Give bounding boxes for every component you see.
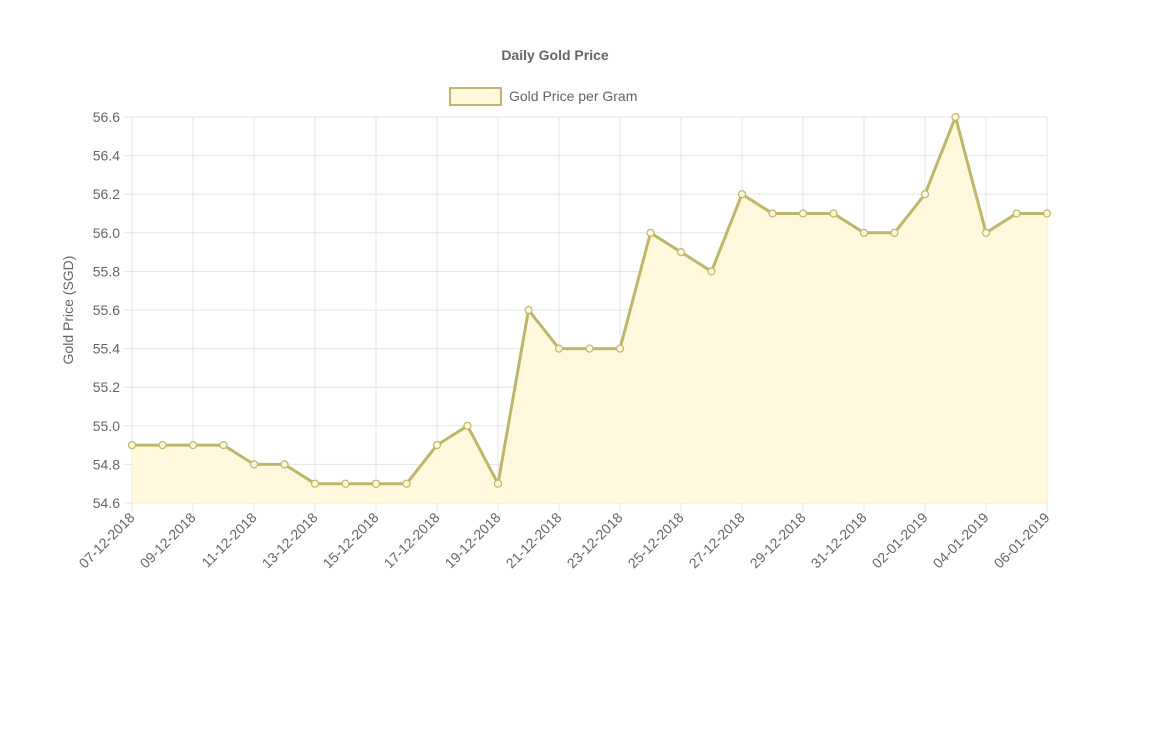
y-axis-ticks: 56.6 56.4 56.2 56.0 55.8 55.6 55.4 55.2 55.0 54.8… [93, 109, 120, 511]
data-point [829, 209, 838, 218]
y-tick-label: 55.6 [93, 302, 120, 318]
x-tick-label: 13-12-2018 [259, 509, 321, 571]
data-point [554, 344, 564, 353]
data-point [493, 479, 503, 488]
data-point [402, 479, 411, 488]
data-point [890, 228, 899, 237]
data-points [127, 112, 1052, 488]
data-point [249, 460, 259, 469]
x-axis-ticks: 07-12-2018 09-12-2018 11-12-2018 13-12-2018… [76, 509, 1053, 571]
y-tick-label: 55.0 [93, 418, 120, 434]
x-tick-label: 09-12-2018 [137, 509, 199, 571]
data-point [341, 479, 350, 488]
y-tick-label: 56.4 [93, 148, 120, 164]
data-point [646, 228, 655, 237]
x-tick-label: 27-12-2018 [686, 509, 748, 571]
x-tick-label: 29-12-2018 [747, 509, 809, 571]
data-point [1042, 209, 1052, 218]
y-tick-label: 56.0 [93, 225, 120, 241]
chart-title: Daily Gold Price [501, 47, 609, 63]
data-point [920, 190, 930, 199]
data-point [859, 228, 869, 237]
data-point [310, 479, 320, 488]
x-tick-label: 06-01-2019 [991, 509, 1053, 571]
legend[interactable]: Gold Price per Gram [449, 87, 637, 106]
data-point [158, 441, 167, 450]
data-point [707, 267, 716, 276]
data-point [127, 441, 137, 450]
y-tick-label: 54.8 [93, 456, 120, 472]
x-tick-label: 07-12-2018 [76, 509, 138, 571]
data-point [432, 441, 442, 450]
y-axis-title: Gold Price (SGD) [60, 256, 76, 365]
data-point [188, 441, 198, 450]
data-point [585, 344, 594, 353]
x-tick-label: 23-12-2018 [564, 509, 626, 571]
x-tick-label: 25-12-2018 [625, 509, 687, 571]
x-tick-label: 04-01-2019 [930, 509, 992, 571]
y-tick-label: 55.4 [93, 341, 120, 357]
data-point [615, 344, 625, 353]
legend-swatch[interactable] [449, 87, 502, 106]
x-tick-label: 31-12-2018 [808, 509, 870, 571]
legend-label[interactable]: Gold Price per Gram [509, 88, 637, 104]
y-tick-label: 56.6 [93, 109, 120, 125]
y-tick-label: 54.6 [93, 495, 120, 511]
data-point [798, 209, 808, 218]
data-point [463, 421, 472, 430]
data-point [219, 441, 228, 450]
data-point [1012, 209, 1021, 218]
data-point [737, 190, 747, 199]
x-tick-label: 19-12-2018 [442, 509, 504, 571]
x-tick-label: 02-01-2019 [869, 509, 931, 571]
y-tick-label: 55.2 [93, 379, 120, 395]
x-tick-label: 15-12-2018 [320, 509, 382, 571]
data-point [371, 479, 381, 488]
y-tick-label: 56.2 [93, 186, 120, 202]
x-tick-label: 21-12-2018 [503, 509, 565, 571]
data-point [981, 228, 991, 237]
data-point [676, 248, 686, 257]
x-tick-label: 17-12-2018 [381, 509, 443, 571]
data-point [951, 112, 960, 122]
x-tick-label: 11-12-2018 [198, 509, 259, 570]
y-tick-label: 55.8 [93, 263, 120, 279]
data-point [280, 460, 289, 469]
data-point [524, 305, 533, 315]
data-point [768, 209, 777, 218]
